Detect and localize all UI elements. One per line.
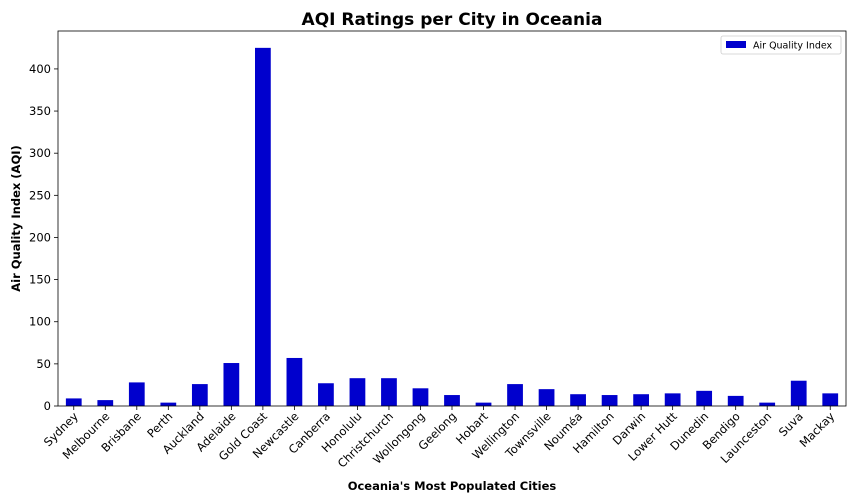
bar <box>412 388 429 406</box>
y-tick-label: 50 <box>36 357 51 371</box>
y-tick-label: 300 <box>29 146 51 160</box>
y-tick-label: 150 <box>29 273 51 287</box>
y-tick-label: 400 <box>29 62 51 76</box>
bar <box>790 380 807 406</box>
bar <box>475 402 492 406</box>
y-tick-label: 100 <box>29 315 51 329</box>
bar <box>570 394 586 406</box>
bar <box>128 382 145 406</box>
legend: Air Quality Index <box>720 35 842 55</box>
bar <box>822 393 839 406</box>
y-tick-label: 250 <box>29 188 51 202</box>
legend-box <box>720 35 842 55</box>
bar <box>664 393 681 406</box>
y-axis-label: Air Quality Index (AQI) <box>9 145 23 292</box>
y-axis: 0 50 100 150 200 250 300 350 400 <box>29 62 58 413</box>
bar <box>255 47 271 406</box>
bar <box>696 390 713 406</box>
bar <box>286 357 303 406</box>
legend-swatch <box>726 41 746 48</box>
bar <box>601 395 618 406</box>
bar <box>349 378 366 406</box>
x-axis-label: Oceania's Most Populated Cities <box>348 479 557 493</box>
chart-title: AQI Ratings per City in Oceania <box>302 10 603 30</box>
bar <box>444 395 460 406</box>
bar <box>191 384 208 406</box>
bar <box>633 394 649 406</box>
plot-frame <box>57 30 847 407</box>
bar <box>538 389 555 406</box>
bar <box>318 383 334 406</box>
bar <box>160 402 177 406</box>
y-tick-label: 350 <box>29 104 51 118</box>
bar <box>223 363 240 406</box>
legend-label: Air Quality Index <box>753 41 833 52</box>
bar <box>759 402 776 406</box>
bar <box>97 400 114 406</box>
bar <box>381 378 397 406</box>
bar <box>507 384 523 406</box>
bars <box>65 47 839 406</box>
y-tick-label: 0 <box>44 399 51 413</box>
x-tick-label: Mackay <box>797 409 838 450</box>
y-tick-label: 200 <box>29 230 51 244</box>
bar <box>727 395 744 406</box>
bar <box>65 398 82 406</box>
